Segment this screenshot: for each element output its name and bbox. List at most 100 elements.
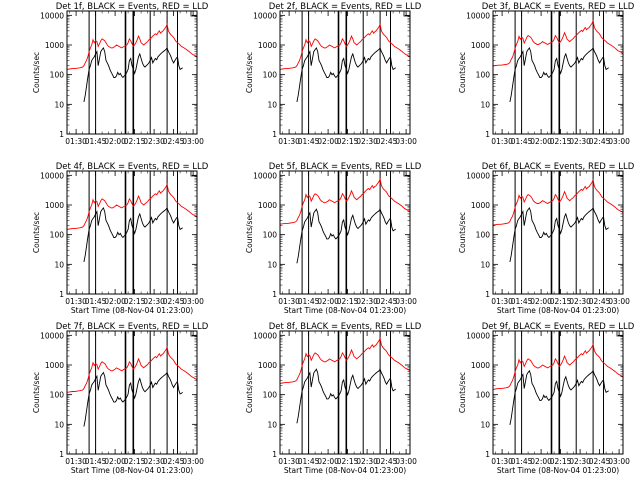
panel-det-8: Det 8f, BLACK = Events, RED = LLD 1 10 100 1… <box>245 322 422 475</box>
x-tick-label: 01:45 <box>298 457 320 466</box>
y-tick-label: 10 <box>54 260 64 269</box>
y-tick-label: 10 <box>54 420 64 429</box>
y-tick-label: 10000 <box>40 11 64 20</box>
y-tick-label: 10000 <box>253 331 277 340</box>
y-tick-label: 1 <box>59 450 64 459</box>
panel-det-7: Det 7f, BLACK = Events, RED = LLD 1 10 100 1… <box>32 322 209 475</box>
y-tick-label: 1 <box>485 290 490 299</box>
lld-series-line <box>279 22 411 70</box>
y-axis-label: Counts/sec <box>32 212 41 253</box>
panel-title: Det 3f, BLACK = Events, RED = LLD <box>482 2 635 12</box>
x-tick-label: 02:00 <box>104 457 126 466</box>
y-tick-label: 1 <box>272 290 277 299</box>
plot-frame <box>492 10 624 135</box>
x-tick-label: 02:45 <box>376 297 398 306</box>
y-tick-label: 100 <box>476 71 491 80</box>
y-tick-label: 1 <box>59 290 64 299</box>
y-tick-label: 1 <box>485 450 490 459</box>
x-tick-label: 01:30 <box>65 297 87 306</box>
y-axis-label: Counts/sec <box>245 52 254 93</box>
events-series-line <box>509 369 609 425</box>
y-tick-label: 10 <box>480 100 490 109</box>
y-axis-label: Counts/sec <box>245 372 254 413</box>
x-tick-label: 01:45 <box>511 457 533 466</box>
plot-frame <box>66 170 198 295</box>
x-tick-label: 03:00 <box>395 457 417 466</box>
x-tick-label: 02:00 <box>317 137 339 146</box>
x-tick-label: 03:00 <box>608 457 630 466</box>
x-tick-label: 02:00 <box>317 457 339 466</box>
y-axis-label: Counts/sec <box>458 212 467 253</box>
y-tick-label: 10000 <box>253 11 277 20</box>
x-tick-label: 02:30 <box>569 137 591 146</box>
y-tick-label: 1000 <box>471 201 490 210</box>
plot-frame <box>279 330 411 455</box>
panel-title: Det 9f, BLACK = Events, RED = LLD <box>482 322 635 332</box>
x-tick-label: 02:15 <box>337 457 359 466</box>
events-series-line <box>83 206 183 263</box>
lld-series-line <box>492 342 624 390</box>
lld-series-line <box>492 19 624 67</box>
x-tick-label: 02:45 <box>589 297 611 306</box>
x-tick-label: 01:45 <box>85 457 107 466</box>
x-tick-label: 03:00 <box>608 137 630 146</box>
corner-marker <box>616 171 623 177</box>
plot-frame <box>66 330 198 455</box>
events-series-line <box>509 206 609 263</box>
lld-series-line <box>66 22 198 70</box>
lld-series-line <box>279 177 411 225</box>
y-axis-label: Counts/sec <box>245 212 254 253</box>
y-tick-label: 10000 <box>466 331 490 340</box>
y-tick-label: 1000 <box>258 201 277 210</box>
y-axis-label: Counts/sec <box>458 372 467 413</box>
x-tick-label: 03:00 <box>395 137 417 146</box>
x-tick-label: 01:30 <box>491 457 513 466</box>
y-tick-label: 100 <box>263 71 278 80</box>
y-tick-label: 100 <box>476 231 491 240</box>
x-tick-label: 02:15 <box>550 457 572 466</box>
x-tick-label: 02:15 <box>124 457 146 466</box>
events-series-line <box>296 46 396 103</box>
lld-series-line <box>66 182 198 230</box>
x-tick-label: 01:30 <box>65 137 87 146</box>
panel-title: Det 2f, BLACK = Events, RED = LLD <box>269 2 422 12</box>
y-tick-label: 10000 <box>253 171 277 180</box>
y-tick-label: 1000 <box>45 41 64 50</box>
x-tick-label: 02:00 <box>530 297 552 306</box>
y-tick-label: 1000 <box>471 361 490 370</box>
x-tick-label: 03:00 <box>182 137 204 146</box>
y-tick-label: 10 <box>54 100 64 109</box>
x-tick-label: 02:45 <box>589 457 611 466</box>
y-tick-label: 100 <box>50 231 65 240</box>
corner-marker <box>403 331 410 337</box>
y-tick-label: 10 <box>480 260 490 269</box>
plot-frame <box>66 10 198 135</box>
y-tick-label: 10 <box>480 420 490 429</box>
x-axis-label: Start Time (08-Nov-04 01:23:00) <box>71 466 193 475</box>
x-tick-label: 02:45 <box>163 457 185 466</box>
y-tick-label: 10000 <box>466 171 490 180</box>
corner-marker <box>190 11 197 17</box>
x-tick-label: 02:15 <box>337 137 359 146</box>
corner-marker <box>190 171 197 177</box>
panel-det-4: Det 4f, BLACK = Events, RED = LLD 1 10 100 1… <box>32 162 209 315</box>
x-tick-label: 02:30 <box>143 297 165 306</box>
y-tick-label: 1000 <box>45 361 64 370</box>
y-tick-label: 1 <box>485 130 490 139</box>
corner-marker <box>403 11 410 17</box>
corner-marker <box>616 11 623 17</box>
x-tick-label: 02:45 <box>589 137 611 146</box>
events-series-line <box>83 371 183 427</box>
x-tick-label: 02:15 <box>124 297 146 306</box>
panel-title: Det 6f, BLACK = Events, RED = LLD <box>482 162 635 172</box>
x-tick-label: 02:15 <box>550 137 572 146</box>
panel-det-2: Det 2f, BLACK = Events, RED = LLD 1 10 100 1… <box>245 2 422 146</box>
lld-series-line <box>279 336 411 384</box>
lld-series-line <box>66 345 198 393</box>
x-tick-label: 02:30 <box>356 137 378 146</box>
x-axis-label: Start Time (08-Nov-04 01:23:00) <box>284 306 406 315</box>
x-axis-label: Start Time (08-Nov-04 01:23:00) <box>284 466 406 475</box>
corner-marker <box>616 331 623 337</box>
y-axis-label: Counts/sec <box>32 372 41 413</box>
